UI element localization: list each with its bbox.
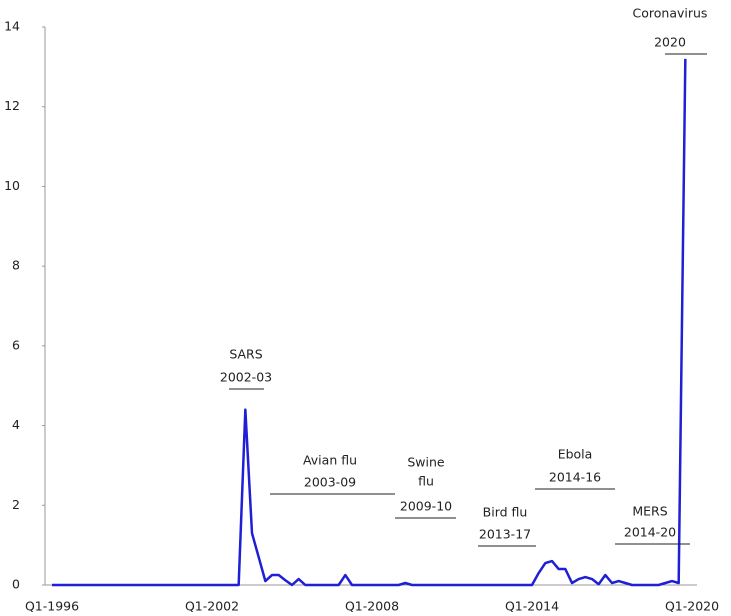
annotation-period: 2014-16 bbox=[549, 470, 601, 485]
x-tick-label: Q1-2020 bbox=[665, 599, 719, 614]
y-tick-label: 10 bbox=[4, 178, 20, 193]
annotation-label: Ebola bbox=[558, 447, 593, 462]
annotation-label: Bird flu bbox=[483, 505, 528, 520]
y-tick-label: 6 bbox=[12, 337, 20, 352]
annotation-label: MERS bbox=[632, 504, 667, 519]
y-tick-label: 14 bbox=[4, 19, 20, 34]
annotation-label: SARS bbox=[229, 347, 262, 362]
x-tick-label: Q1-1996 bbox=[25, 599, 79, 614]
y-tick-label: 4 bbox=[12, 417, 20, 432]
annotation-period: 2020 bbox=[654, 35, 686, 50]
annotation-label: flu bbox=[418, 474, 434, 489]
annotation-period: 2003-09 bbox=[304, 475, 356, 490]
y-tick-label: 0 bbox=[12, 577, 20, 592]
annotation-period: 2009-10 bbox=[400, 499, 452, 514]
annotation-period: 2002-03 bbox=[220, 370, 272, 385]
annotation-period: 2013-17 bbox=[479, 527, 531, 542]
line bbox=[52, 58, 687, 587]
annotation-period: 2014-20 bbox=[624, 525, 676, 540]
x-tick-label: Q1-2002 bbox=[185, 599, 239, 614]
y-tick-label: 8 bbox=[12, 258, 20, 273]
annotation-label: Swine bbox=[407, 455, 445, 470]
x-tick-label: Q1-2014 bbox=[505, 599, 559, 614]
annotation-label: Coronavirus bbox=[633, 6, 708, 21]
y-tick-label: 12 bbox=[4, 98, 20, 113]
y-tick-label: 2 bbox=[12, 497, 20, 512]
annotation-label: Avian flu bbox=[303, 453, 357, 468]
x-tick-label: Q1-2008 bbox=[345, 599, 399, 614]
